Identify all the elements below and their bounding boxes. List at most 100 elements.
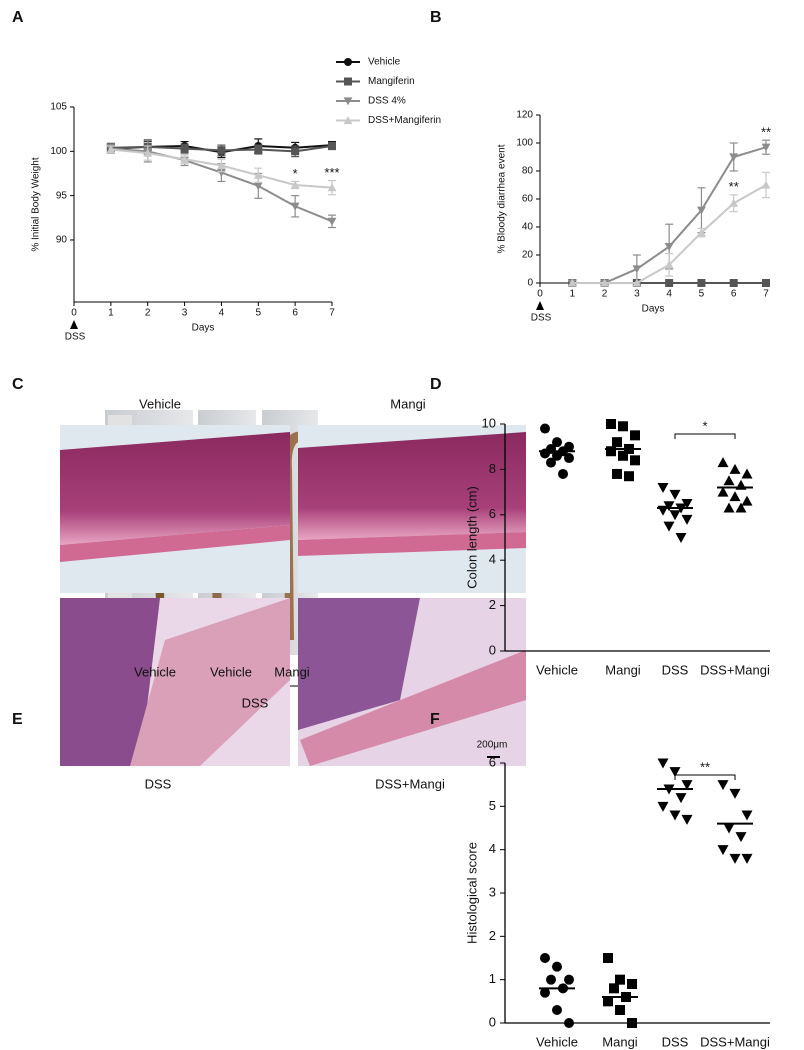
x-axis-label: Days — [642, 304, 665, 315]
scale-label: 200μm — [477, 740, 508, 751]
data-point — [564, 453, 574, 464]
y-tick-label: 6 — [489, 506, 496, 521]
data-point — [717, 486, 729, 497]
x-tick-label: DSS — [662, 1034, 689, 1049]
x-tick-label: 7 — [329, 308, 335, 319]
data-point — [729, 198, 739, 207]
significance-bracket — [674, 774, 736, 780]
x-tick-label: 0 — [71, 308, 77, 319]
data-point — [723, 823, 735, 834]
y-tick-label: 80 — [522, 166, 534, 177]
data-point — [143, 148, 153, 157]
data-point — [717, 457, 729, 468]
data-point — [253, 182, 263, 191]
data-point — [603, 953, 613, 963]
x-tick-label: 2 — [145, 308, 151, 319]
start-label: DSS — [531, 313, 552, 324]
x-tick-label: 1 — [570, 289, 576, 300]
data-point — [618, 421, 628, 432]
y-tick-label: 2 — [489, 928, 496, 943]
y-tick-label: 0 — [489, 1014, 496, 1029]
x-tick-label: 1 — [108, 308, 114, 319]
data-point — [663, 521, 675, 532]
y-tick-label: 105 — [50, 102, 67, 113]
data-point — [735, 502, 747, 513]
x-tick-label: 0 — [537, 289, 543, 300]
legend-label: DSS 4% — [368, 96, 406, 107]
data-point — [681, 780, 693, 791]
data-point — [606, 419, 616, 429]
data-point — [657, 801, 669, 812]
panel-letter: C — [12, 376, 24, 393]
y-axis-label: % Initial Body Weight — [31, 157, 42, 252]
data-point — [657, 483, 669, 494]
data-point — [290, 180, 300, 189]
data-point — [762, 279, 770, 287]
data-point — [217, 168, 226, 177]
data-point — [615, 974, 625, 985]
data-point — [664, 260, 674, 269]
x-tick-label: Mangi — [602, 1034, 638, 1049]
data-point — [741, 853, 753, 864]
data-point — [741, 468, 753, 479]
data-point — [609, 983, 619, 994]
data-point — [729, 788, 741, 799]
data-point — [741, 495, 753, 506]
data-point — [681, 814, 693, 825]
data-point — [665, 279, 674, 287]
data-point — [729, 463, 741, 474]
data-point — [540, 987, 550, 998]
data-point — [723, 502, 735, 513]
data-point — [612, 468, 622, 479]
data-point — [327, 217, 337, 226]
data-point — [217, 146, 226, 155]
data-point — [681, 498, 693, 509]
data-point — [723, 475, 735, 486]
data-point — [106, 145, 116, 154]
y-tick-label: 4 — [489, 552, 496, 567]
data-point — [624, 471, 634, 482]
data-point — [632, 278, 642, 287]
y-tick-label: 90 — [56, 235, 68, 246]
annotation: ** — [761, 125, 771, 140]
data-point — [729, 153, 739, 162]
data-point — [729, 491, 741, 502]
data-point — [217, 161, 226, 170]
legend-marker — [343, 97, 353, 106]
data-point — [552, 1005, 562, 1015]
y-tick-label: 100 — [516, 138, 533, 149]
data-point — [180, 154, 189, 163]
y-tick-label: 3 — [489, 884, 496, 899]
x-tick-label: DSS — [662, 662, 689, 677]
annotation: ** — [729, 179, 739, 194]
data-point — [546, 457, 556, 468]
data-point — [615, 1005, 625, 1015]
y-axis-label: Colon length (cm) — [464, 486, 479, 589]
data-point — [675, 533, 687, 543]
x-tick-label: 3 — [634, 289, 640, 300]
y-tick-label: 6 — [489, 754, 496, 769]
x-tick-label: 7 — [763, 289, 769, 300]
x-tick-label: Vehicle — [536, 662, 578, 677]
y-tick-label: 0 — [527, 278, 533, 289]
data-point — [741, 810, 753, 821]
image-label: Vehicle — [139, 396, 181, 411]
x-tick-label: DSS+Mangi — [700, 662, 770, 677]
data-point — [663, 501, 675, 512]
legend-label: Mangiferin — [368, 76, 415, 87]
panel-letter: A — [12, 9, 24, 26]
data-point — [612, 437, 622, 448]
x-tick-label: 6 — [292, 308, 298, 319]
y-tick-label: 95 — [56, 190, 68, 201]
data-point — [327, 183, 337, 192]
image-label: DSS — [145, 776, 172, 791]
data-point — [540, 423, 550, 434]
annotation: *** — [324, 165, 339, 180]
image-label: DSS+Mangi — [375, 776, 445, 791]
data-point — [630, 430, 640, 441]
data-point — [552, 961, 562, 972]
legend-marker — [343, 116, 353, 125]
data-point — [606, 446, 616, 457]
legend-marker — [344, 77, 352, 86]
legend-marker — [344, 58, 352, 66]
